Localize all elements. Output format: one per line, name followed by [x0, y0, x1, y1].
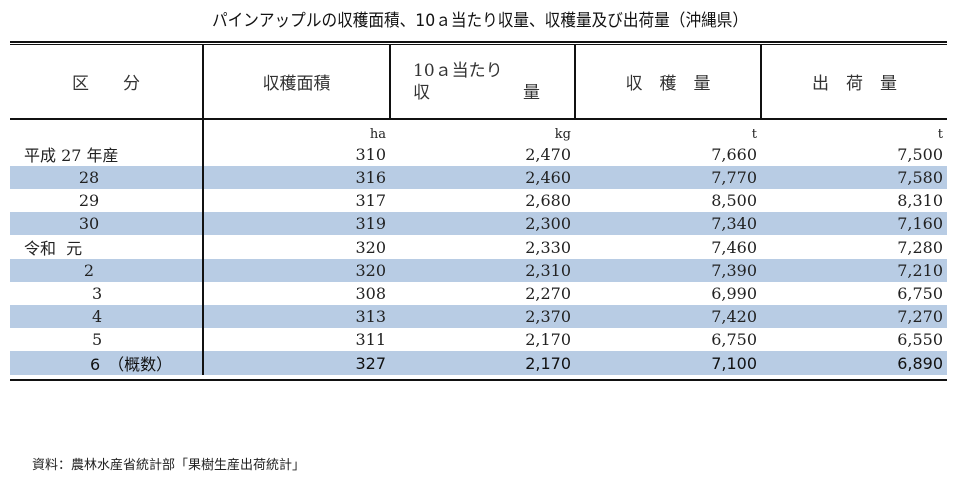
cell-area: 316 [203, 166, 390, 189]
cell-area: 320 [203, 259, 390, 282]
header-harvest: 収 穫 量 [574, 45, 761, 120]
header-area: 収穫面積 [202, 45, 390, 120]
cell-harvest: 6,750 [711, 330, 757, 349]
row-label: 28 [10, 166, 204, 189]
cell-area: 320 [355, 237, 386, 257]
cell-shipment: 7,580 [761, 166, 947, 189]
cell-area: 317 [355, 191, 386, 210]
header-row: 区 分 収穫面積 10ａ当たり 収量 収 穫 量 出 荷 量 [10, 45, 947, 120]
header-shipment: 出 荷 量 [760, 45, 947, 120]
cell-yield: 2,330 [525, 237, 571, 257]
pineapple-table: 区 分 収穫面積 10ａ当たり 収量 収 穫 量 出 荷 量 ha kg t t… [10, 45, 947, 375]
cell-area: 313 [203, 305, 390, 328]
cell-yield: 2,680 [525, 191, 571, 210]
unit-harvest: t [751, 127, 757, 142]
cell-shipment: 6,550 [897, 330, 943, 349]
row-label: 6 （概数） [10, 351, 204, 375]
data-table-container: 区 分 収穫面積 10ａ当たり 収量 収 穫 量 出 荷 量 ha kg t t… [10, 41, 947, 381]
table-row-provisional: 6 （概数） 327 2,170 7,100 6,890 [10, 351, 947, 375]
cell-shipment: 7,210 [761, 259, 947, 282]
cell-harvest: 7,100 [575, 351, 761, 375]
cell-yield: 2,270 [525, 284, 571, 303]
top-rule [10, 41, 947, 43]
table-row: 30 319 2,300 7,340 7,160 [10, 212, 947, 235]
cell-yield: 2,370 [390, 305, 575, 328]
table-row: 28 316 2,460 7,770 7,580 [10, 166, 947, 189]
cell-harvest: 8,500 [711, 191, 757, 210]
cell-yield: 2,310 [390, 259, 575, 282]
table-row: 令和 元 320 2,330 7,460 7,280 [10, 235, 947, 259]
cell-harvest: 7,390 [575, 259, 761, 282]
row-label: 4 [10, 305, 204, 328]
row-label: 5 [10, 328, 204, 351]
row-label: 29 [10, 189, 204, 212]
cell-shipment: 7,500 [897, 144, 943, 164]
table-row: 4 313 2,370 7,420 7,270 [10, 305, 947, 328]
row-label: 30 [10, 212, 204, 235]
cell-yield: 2,300 [390, 212, 575, 235]
cell-area: 319 [203, 212, 390, 235]
header-yield-line1: 10ａ当たり [413, 60, 503, 81]
table-row: 5 311 2,170 6,750 6,550 [10, 328, 947, 351]
row-label: 3 [10, 282, 204, 305]
page-title: パインアップルの収穫面積、10ａ当たり収量、収穫量及び出荷量（沖縄県） [211, 11, 749, 31]
cell-shipment: 7,160 [761, 212, 947, 235]
table-row: 平成 27 年産 310 2,470 7,660 7,500 [10, 142, 947, 166]
source-note: 資料：農林水産省統計部「果樹生産出荷統計」 [32, 458, 306, 473]
cell-area: 308 [355, 284, 386, 303]
cell-shipment: 7,270 [761, 305, 947, 328]
table-row: 29 317 2,680 8,500 8,310 [10, 189, 947, 212]
header-yield: 10ａ当たり 収量 [389, 45, 575, 120]
cell-harvest: 7,340 [575, 212, 761, 235]
cell-shipment: 6,890 [761, 351, 947, 375]
row-label: 令和 元 [10, 235, 204, 259]
cell-yield: 2,460 [390, 166, 575, 189]
row-label: 2 [10, 259, 204, 282]
header-category: 区 分 [10, 45, 203, 120]
cell-shipment: 7,280 [897, 237, 943, 257]
row-label: 平成 27 年産 [10, 142, 204, 166]
bottom-rule [10, 379, 947, 381]
unit-area: ha [369, 127, 386, 142]
cell-shipment: 6,750 [897, 284, 943, 303]
units-row: ha kg t t [10, 119, 947, 142]
cell-harvest: 7,420 [575, 305, 761, 328]
cell-yield: 2,170 [390, 351, 575, 375]
table-row: 3 308 2,270 6,990 6,750 [10, 282, 947, 305]
unit-shipment: t [937, 127, 943, 142]
cell-harvest: 7,770 [575, 166, 761, 189]
cell-yield: 2,470 [525, 144, 571, 164]
cell-harvest: 7,660 [711, 144, 757, 164]
top-rule-inner [10, 44, 947, 45]
cell-area: 311 [355, 330, 386, 349]
unit-yield: kg [554, 127, 571, 142]
header-yield-line2: 収量 [413, 82, 540, 103]
cell-area: 327 [203, 351, 390, 375]
cell-harvest: 6,990 [711, 284, 757, 303]
cell-area: 310 [355, 144, 386, 164]
table-row: 2 320 2,310 7,390 7,210 [10, 259, 947, 282]
cell-yield: 2,170 [525, 330, 571, 349]
cell-harvest: 7,460 [711, 237, 757, 257]
cell-shipment: 8,310 [897, 191, 943, 210]
